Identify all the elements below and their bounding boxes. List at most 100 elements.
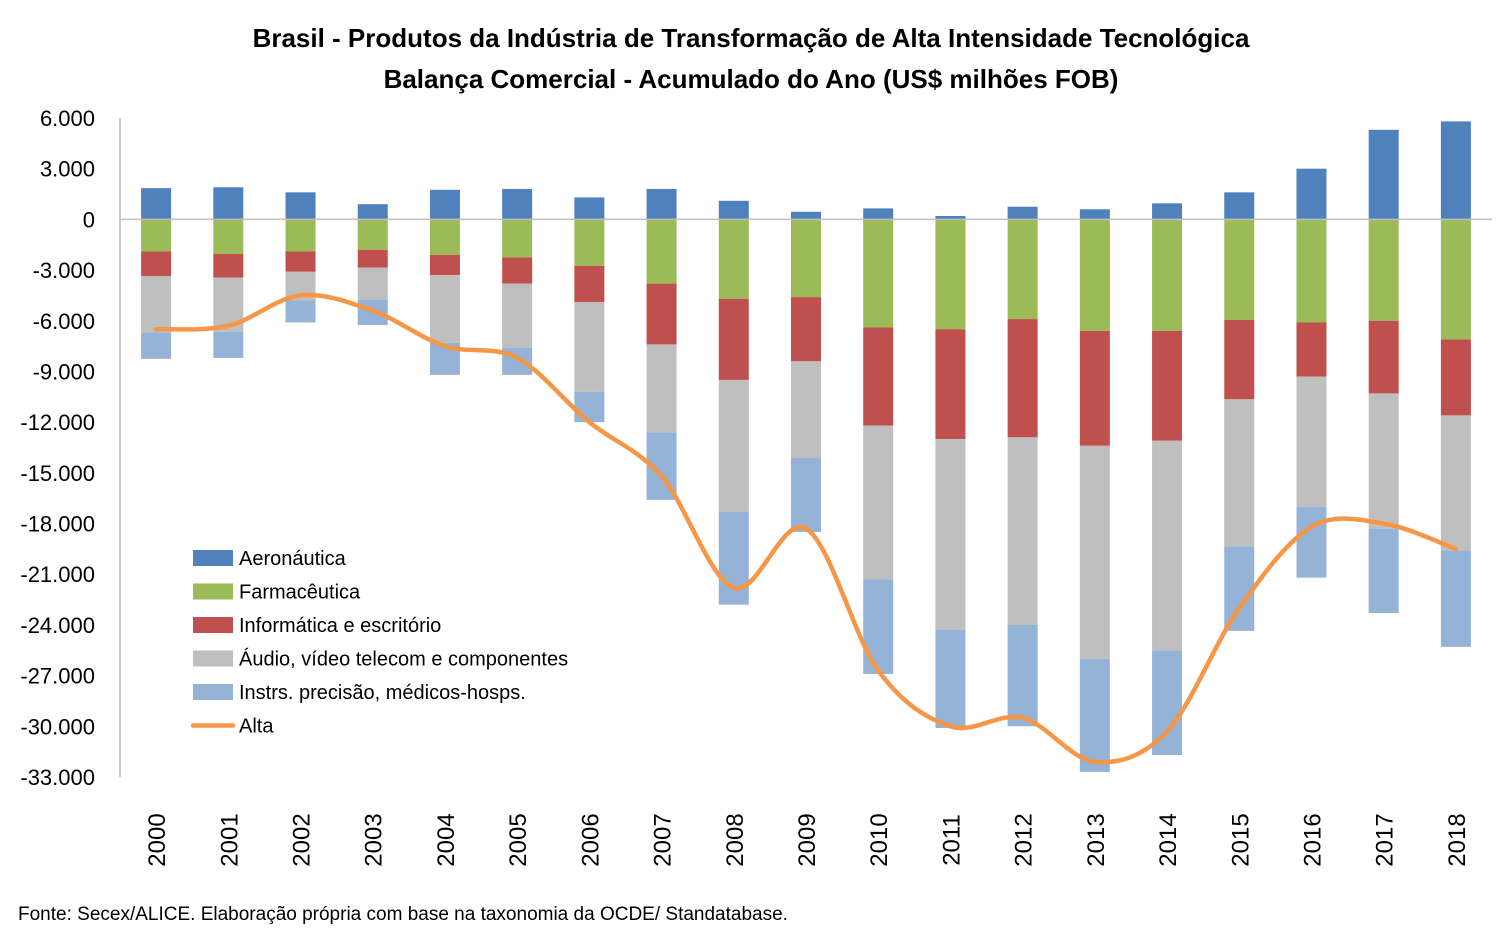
y-tick-label: -18.000 — [20, 512, 95, 537]
bar-segment — [646, 283, 677, 345]
x-tick-label: 2003 — [361, 813, 388, 866]
x-tick-label: 2014 — [1155, 813, 1182, 866]
bar-segment — [1152, 219, 1183, 331]
x-tick-label: 2010 — [866, 813, 893, 866]
legend-label: Farmacêutica — [239, 582, 361, 604]
legend: Aeronáutica Farmacêutica Informática e esc… — [190, 548, 568, 738]
bar-segment — [1224, 319, 1255, 400]
legend-label: Instrs. precisão, médicos-hosps. — [239, 682, 526, 704]
y-tick-label: -24.000 — [20, 613, 95, 638]
bar-segment — [429, 275, 460, 343]
bar-segment — [1368, 528, 1399, 614]
legend-swatch — [193, 550, 233, 566]
bar-segment — [1007, 624, 1038, 727]
legend-label: Áudio, vídeo telecom e componentes — [239, 648, 568, 671]
bar-segment — [1079, 219, 1110, 331]
bar-segment — [357, 249, 388, 268]
y-tick-label: -21.000 — [20, 562, 95, 587]
bar-segment — [1440, 121, 1471, 220]
chart-title: Brasil - Produtos da Indústria de Transf… — [253, 23, 1250, 53]
legend-swatch — [193, 583, 233, 600]
y-tick-label: 0 — [83, 207, 95, 232]
bar-segment — [935, 219, 966, 330]
bar-segment — [1440, 415, 1471, 551]
bar-segment — [357, 219, 388, 250]
bar-segment — [213, 219, 244, 255]
bar-segment — [429, 219, 460, 255]
y-tick-label: -33.000 — [20, 765, 95, 790]
y-tick-label: 6.000 — [40, 106, 95, 131]
bar-segment — [1296, 219, 1327, 323]
bar-segment — [1224, 546, 1255, 631]
bar-segment — [502, 257, 533, 284]
x-tick-label: 2008 — [722, 813, 749, 866]
bar-segment — [574, 265, 605, 303]
x-tick-label: 2006 — [577, 813, 604, 866]
bar-segment — [141, 251, 172, 276]
bar-segment — [1368, 129, 1399, 220]
bar-segment — [1440, 219, 1471, 340]
bar-segment — [1296, 376, 1327, 507]
bar-segment — [1007, 319, 1038, 438]
x-tick-label: 2005 — [505, 813, 532, 866]
bar-segment — [357, 204, 388, 220]
legend-swatch — [193, 684, 233, 700]
x-tick-label: 2002 — [289, 813, 316, 866]
bar-segment — [1007, 437, 1038, 625]
legend-label: Alta — [239, 716, 274, 738]
x-tick-label: 2011 — [938, 814, 965, 866]
bar-segment — [718, 219, 749, 299]
bar-segment — [935, 329, 966, 440]
bar-segment — [1296, 506, 1327, 578]
bar-segment — [1079, 209, 1110, 220]
bar-segment — [1440, 339, 1471, 416]
bar-segment — [646, 219, 677, 284]
bar-segment — [1152, 203, 1183, 220]
bar-segment — [285, 192, 316, 220]
bar-segment — [646, 344, 677, 433]
bar-segment — [141, 219, 172, 252]
source-note: Fonte: Secex/ALICE. Elaboração própria c… — [18, 904, 788, 925]
bar-segment — [863, 327, 894, 426]
bar-segment — [1152, 440, 1183, 651]
bar-segment — [1007, 219, 1038, 320]
legend-label: Aeronáutica — [239, 548, 347, 570]
x-tick-label: 2007 — [650, 813, 677, 866]
x-tick-label: 2018 — [1444, 813, 1471, 866]
bar-segment — [141, 332, 172, 359]
bar-segment — [1079, 445, 1110, 659]
y-tick-label: -15.000 — [20, 461, 95, 486]
x-tick-label: 2000 — [144, 813, 171, 866]
bar-segment — [502, 219, 533, 258]
y-tick-label: -12.000 — [20, 410, 95, 435]
bar-segment — [1007, 206, 1038, 220]
bar-segment — [1296, 322, 1327, 377]
x-tick-label: 2013 — [1083, 813, 1110, 866]
x-tick-label: 2016 — [1299, 813, 1326, 866]
bar-segment — [141, 188, 172, 220]
bar-segment — [1152, 650, 1183, 756]
bar-segment — [141, 275, 172, 333]
x-tick-label: 2012 — [1011, 813, 1038, 866]
bar-segment — [863, 219, 894, 328]
bar-segment — [863, 579, 894, 674]
legend-label: Informática e escritório — [239, 615, 441, 637]
bar-segment — [1224, 192, 1255, 220]
bar-segment — [429, 254, 460, 276]
bar-segment — [791, 297, 821, 362]
y-tick-label: -9.000 — [33, 359, 95, 384]
x-tick-label: 2017 — [1372, 813, 1399, 866]
bar-segment — [1368, 320, 1399, 394]
bar-segment — [935, 629, 966, 728]
bar-segment — [1440, 550, 1471, 647]
x-tick-label: 2015 — [1227, 813, 1254, 866]
bar-segment — [213, 254, 244, 278]
bar-segment — [1296, 168, 1327, 220]
bar-segment — [574, 302, 605, 392]
legend-swatch — [193, 650, 233, 667]
bar-segment — [718, 379, 749, 512]
bar-segment — [357, 267, 388, 300]
bar-segment — [1152, 330, 1183, 441]
bar-segment — [285, 251, 316, 272]
bar-segment — [1224, 219, 1255, 320]
